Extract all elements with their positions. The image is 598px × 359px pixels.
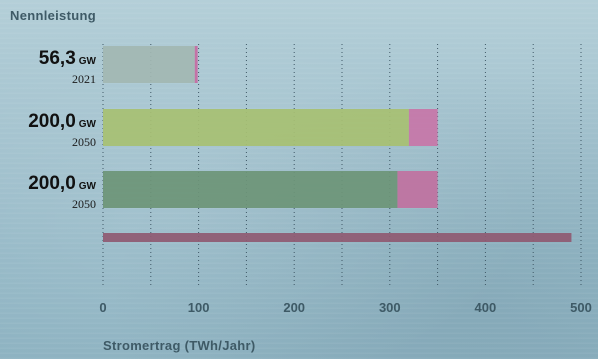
bar-segment-row4-1: [103, 233, 572, 242]
row-capacity: 200,0 GW: [0, 111, 96, 136]
bar-segment-row1-1: [103, 46, 195, 83]
x-tick-label: 300: [379, 300, 401, 315]
x-tick-label: 100: [188, 300, 210, 315]
capacity-unit: GW: [78, 181, 96, 192]
row-capacity: 56,3 GW: [0, 48, 96, 73]
row-year: 2021: [72, 72, 96, 86]
x-tick-label: 500: [570, 300, 592, 315]
row-year: 2050: [72, 197, 96, 211]
capacity-unit: GW: [78, 56, 96, 67]
bar-segment-row3-1: [103, 171, 398, 208]
capacity-unit: GW: [78, 119, 96, 130]
row-label: 200,0 GW 2050: [0, 111, 96, 149]
bar-segment-row2-1: [103, 109, 409, 146]
capacity-value: 200,0: [28, 111, 76, 132]
row-label: 200,0 GW 2050: [0, 173, 96, 211]
chart-header-label: Nennleistung: [10, 8, 96, 23]
row-label: 56,3 GW 2021: [0, 48, 96, 86]
x-tick-label: 200: [283, 300, 305, 315]
x-tick-label: 0: [99, 300, 106, 315]
capacity-value: 56,3: [38, 48, 76, 69]
bar-segment-row3-2: [397, 171, 438, 208]
bar-segment-row1-2: [194, 46, 198, 83]
row-capacity: 200,0 GW: [0, 173, 96, 198]
capacity-value: 200,0: [28, 173, 76, 194]
x-axis-title: Stromertrag (TWh/Jahr): [103, 338, 256, 353]
row-year: 2050: [72, 135, 96, 149]
x-tick-label: 400: [475, 300, 497, 315]
bar-segment-row2-2: [408, 109, 438, 146]
